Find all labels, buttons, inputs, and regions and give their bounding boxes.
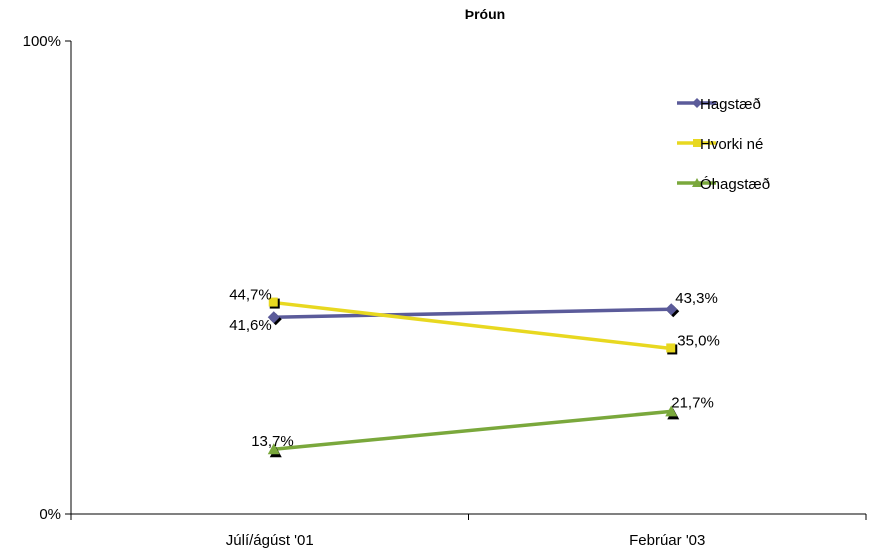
- data-label: 44,7%: [229, 287, 272, 304]
- axes: 100% 0% Júlí/ágúst '01 Febrúar '03: [23, 33, 867, 549]
- data-label: 35,0%: [677, 332, 720, 349]
- data-label: 21,7%: [671, 394, 714, 411]
- series-layer: [267, 297, 680, 458]
- data-label: 43,3%: [675, 290, 718, 307]
- data-point-marker: [665, 303, 678, 316]
- legend-marker: [692, 178, 702, 187]
- x-tick-label: Júlí/ágúst '01: [226, 532, 314, 549]
- chart-title: Þróun: [465, 6, 505, 22]
- data-label: 13,7%: [251, 433, 294, 450]
- legend-label: Hvorki né: [700, 136, 763, 153]
- data-point-marker: [666, 343, 676, 353]
- series-line-2: [273, 409, 672, 451]
- y-tick-label: 0%: [39, 506, 61, 523]
- data-point-marker: [267, 311, 280, 324]
- data-labels: 41,6% 43,3% 44,7% 35,0% 13,7% 21,7%: [229, 287, 720, 451]
- legend-label: Hagstæð: [700, 96, 761, 113]
- legend-marker: [693, 139, 701, 147]
- y-tick-label: 100%: [23, 33, 61, 50]
- data-point-marker: [268, 297, 278, 307]
- data-point-marker: [267, 443, 280, 455]
- legend-label: Óhagstæð: [700, 176, 770, 193]
- series-line-0: [273, 307, 672, 319]
- x-tick-label: Febrúar '03: [629, 532, 705, 549]
- data-label: 41,6%: [229, 317, 272, 334]
- series-line-1: [273, 300, 672, 351]
- data-point-marker: [665, 405, 678, 417]
- legend-marker: [692, 98, 702, 108]
- legend: Hagstæð Hvorki né Óhagstæð: [677, 96, 770, 193]
